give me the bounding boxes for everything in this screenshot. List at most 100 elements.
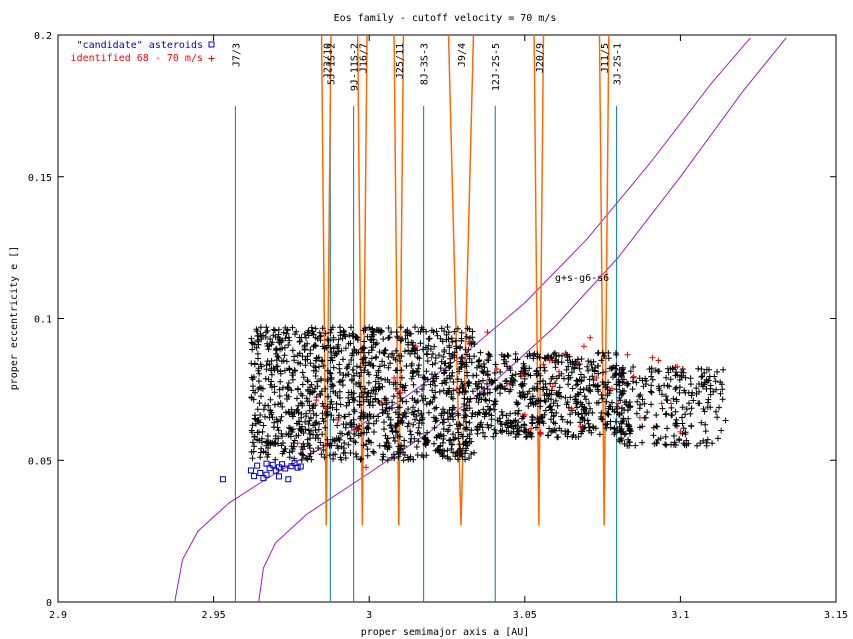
x-tick-label-0: 2.9 — [49, 610, 67, 621]
y-tick-label-3: 0.15 — [28, 173, 52, 184]
identified-point-25 — [593, 375, 600, 382]
identified-point-32 — [658, 400, 665, 407]
candidate-point-19 — [275, 464, 282, 471]
resonance-label-j9-4: J9/4 — [457, 43, 468, 67]
identified-point-12 — [493, 365, 500, 372]
resonance-label-3j-2s-1: 3J-2S-1 — [613, 43, 624, 85]
resonance-label-j23-10: J23/10 — [322, 43, 333, 79]
identified-point-30 — [649, 354, 656, 361]
resonance-line-j11-5 — [598, 34, 610, 526]
candidate-point-15 — [291, 460, 298, 467]
x-axis-label: proper semimajor axis a [AU] — [361, 627, 530, 638]
resonance-label-j11-5: J11/5 — [600, 43, 611, 73]
identified-point-34 — [677, 428, 684, 435]
resonance-label-j25-11: J25/11 — [395, 43, 406, 79]
identified-point-42 — [397, 389, 404, 396]
secular-curve-0 — [174, 37, 751, 603]
x-tick-label-1: 2.95 — [202, 610, 226, 621]
identified-point-16 — [537, 429, 544, 436]
identified-point-2 — [322, 405, 329, 412]
identified-point-15 — [528, 425, 535, 432]
y-tick-label-0: 0 — [46, 598, 52, 609]
candidate-point-1 — [247, 467, 254, 474]
legend-marker-identified — [208, 55, 215, 62]
identified-point-35 — [674, 363, 681, 370]
legend: "candidate" asteroids identified 68 - 70… — [71, 40, 215, 64]
identified-point-38 — [577, 423, 584, 430]
identified-point-41 — [453, 386, 460, 393]
identified-point-36 — [636, 414, 643, 421]
resonance-line-j16-7 — [356, 34, 368, 526]
identified-point-5 — [363, 464, 370, 471]
candidate-point-10 — [275, 473, 282, 480]
identified-point-10 — [465, 338, 472, 345]
candidate-point-16 — [294, 464, 301, 471]
resonance-line-j25-11 — [393, 34, 405, 526]
identified-point-19 — [556, 368, 563, 375]
chart-title: Eos family - cutoff velocity = 70 m/s — [334, 13, 557, 24]
candidate-point-5 — [260, 475, 267, 482]
resonance-label-j7-3: J7/3 — [231, 43, 242, 67]
legend-label-candidate: "candidate" asteroids — [77, 40, 203, 51]
family-members — [248, 324, 729, 464]
identified-point-6 — [378, 399, 385, 406]
identified-point-31 — [655, 357, 662, 364]
candidate-point-3 — [254, 462, 261, 469]
candidate-point-6 — [263, 471, 270, 478]
identified-point-7 — [391, 375, 398, 382]
identified-point-39 — [549, 383, 556, 390]
resonance-label-9j-11s-2: 9J-11S-2 — [350, 43, 361, 91]
identified-point-8 — [412, 343, 419, 350]
candidate-point-7 — [266, 465, 273, 472]
identified-point-3 — [335, 416, 342, 423]
candidate-point-12 — [282, 465, 289, 472]
resonance-label-j16-7: J16/7 — [358, 43, 369, 73]
identified-point-40 — [521, 411, 528, 418]
identified-point-37 — [615, 400, 622, 407]
resonance-label-j20-9: J20/9 — [535, 43, 546, 73]
identified-point-33 — [668, 400, 675, 407]
identified-point-22 — [574, 360, 581, 367]
candidate-point-2 — [251, 473, 258, 480]
identified-point-13 — [506, 380, 513, 387]
x-tick-label-3: 3.05 — [513, 610, 537, 621]
x-tick-label-5: 3.15 — [824, 610, 848, 621]
identified-point-17 — [540, 361, 547, 368]
candidate-point-9 — [272, 467, 279, 474]
identified-point-24 — [587, 334, 594, 341]
identified-point-27 — [608, 385, 615, 392]
identified-point-29 — [630, 373, 637, 380]
secular-resonance-label: g+s-g6-s6 — [555, 273, 609, 284]
resonance-label-8j-3s-3: 8J-3S-3 — [420, 43, 431, 85]
candidate-point-14 — [288, 463, 295, 470]
candidate-point-13 — [285, 476, 292, 483]
candidate-point-18 — [263, 460, 270, 467]
y-tick-label-2: 0.1 — [34, 315, 52, 326]
y-axis-label: proper eccentricity e [] — [9, 246, 20, 391]
identified-point-21 — [568, 405, 575, 412]
resonance-label-12j-2s-5: 12J-2S-5 — [491, 43, 502, 91]
resonance-line-j20-9 — [533, 34, 545, 526]
identified-point-28 — [624, 351, 631, 358]
identified-point-0 — [294, 440, 301, 447]
resonance-label-5j-1s-2: 5J-1S-2 — [326, 43, 337, 85]
candidate-point-11 — [279, 461, 286, 468]
legend-label-identified: identified 68 - 70 m/s — [71, 53, 203, 64]
y-tick-label-1: 0.05 — [28, 456, 52, 467]
candidate-point-4 — [257, 470, 264, 477]
identified-point-18 — [546, 357, 553, 364]
resonance-line-j9-4 — [447, 34, 475, 526]
legend-marker-candidate — [208, 41, 215, 48]
y-tick-label-4: 0.2 — [34, 31, 52, 42]
identified-point-14 — [518, 371, 525, 378]
candidate-point-17 — [297, 463, 304, 470]
identified-point-11 — [484, 329, 491, 336]
candidate-point-0 — [219, 476, 226, 483]
x-tick-label-2: 3 — [366, 610, 372, 621]
plot-frame — [57, 34, 837, 603]
x-tick-label-4: 3.1 — [671, 610, 689, 621]
identified-point-4 — [353, 426, 360, 433]
identified-point-9 — [428, 354, 435, 361]
resonance-line-j23-10 — [320, 34, 332, 526]
